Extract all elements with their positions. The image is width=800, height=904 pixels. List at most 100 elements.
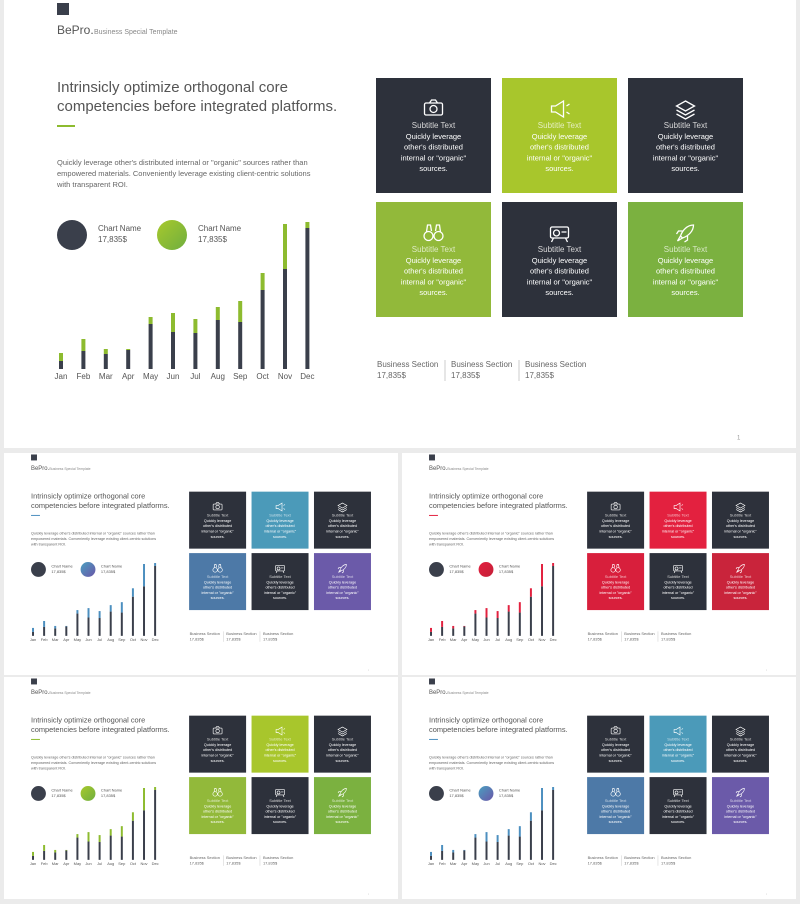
tile-bg xyxy=(502,78,617,193)
tile-subtitle: Subtitle Text xyxy=(269,512,291,517)
bar-segment xyxy=(463,850,466,860)
icon-part xyxy=(339,564,347,572)
x-tick-label: Nov xyxy=(538,861,545,866)
legend-value: 17,835$ xyxy=(499,793,514,798)
tile-text: sources. xyxy=(211,596,225,600)
tile-text: sources. xyxy=(211,820,225,824)
tile-bg xyxy=(189,777,247,835)
bar-segment xyxy=(98,618,101,636)
bar-segment xyxy=(76,610,79,614)
tile-text: Quickly leverage xyxy=(204,580,231,584)
tile-text: internal or "organic" xyxy=(264,591,297,595)
bar-segment xyxy=(485,608,488,618)
tile-subtitle: Subtitle Text xyxy=(667,574,689,579)
icon-part xyxy=(337,502,348,509)
tile-text: Quickly leverage xyxy=(602,580,629,584)
icon-part xyxy=(275,726,283,736)
slide-thumbnail: BePro. Business Special Template Intrinsic… xyxy=(4,677,398,899)
icon-part xyxy=(275,789,285,796)
body-text: with transparent ROI. xyxy=(31,767,66,771)
section-label: Business Section xyxy=(190,855,220,860)
icon-part xyxy=(679,224,695,239)
icon-part xyxy=(610,503,621,511)
logo-square xyxy=(429,678,435,685)
icon-part xyxy=(610,567,616,573)
icon-part xyxy=(215,728,220,734)
icon-part xyxy=(423,102,444,116)
slide-title: competencies before integrated platforms… xyxy=(57,98,337,115)
tile-text: sources. xyxy=(335,596,349,600)
tile-bg xyxy=(251,777,309,835)
icon-part xyxy=(611,564,620,569)
bar-segment xyxy=(552,787,555,790)
tile-text: internal or "organic" xyxy=(201,529,234,533)
legend-value: 17,835$ xyxy=(101,569,116,574)
icon-part xyxy=(213,788,222,793)
bar-segment xyxy=(131,588,134,597)
x-tick-label: Oct xyxy=(528,637,535,642)
legend-label: Chart Name xyxy=(449,788,471,793)
tile-subtitle: Subtitle Text xyxy=(730,574,752,579)
tile-subtitle: Subtitle Text xyxy=(332,512,354,517)
bar-segment xyxy=(518,602,521,613)
bar-segment xyxy=(463,626,466,636)
tile-bg xyxy=(189,491,247,549)
tile-bg xyxy=(587,777,645,835)
bar-segment xyxy=(154,789,157,860)
icon-part xyxy=(212,727,223,735)
bar-segment xyxy=(452,849,455,853)
tile-text: internal or "organic" xyxy=(264,529,297,533)
tile-text: other's distributed xyxy=(726,524,755,528)
tile-text: sources. xyxy=(609,759,623,763)
section-label: Business Section xyxy=(661,855,691,860)
tile-subtitle: Subtitle Text xyxy=(605,512,627,517)
section-value: 17,835$ xyxy=(525,371,554,380)
tile-text: internal or "organic" xyxy=(264,815,297,819)
legend-label: Chart Name xyxy=(51,788,73,793)
tile-text: internal or "organic" xyxy=(653,277,719,286)
tile-text: Quickly leverage xyxy=(658,132,713,141)
icon-part xyxy=(735,507,746,513)
legend-swatch xyxy=(57,220,87,250)
body-text: Quickly leverage other's distributed int… xyxy=(31,756,155,760)
bar-segment xyxy=(496,842,499,860)
body-text: empowered materials. Conveniently levera… xyxy=(31,537,156,541)
icon-part xyxy=(217,791,223,797)
tile-subtitle: Subtitle Text xyxy=(667,736,689,741)
bar-segment xyxy=(43,626,46,636)
tile-text: internal or "organic" xyxy=(401,277,467,286)
bar-segment xyxy=(98,842,101,860)
bar-segment xyxy=(81,351,86,369)
bar-segment xyxy=(238,322,243,369)
bar-segment xyxy=(109,829,112,836)
bar-segment xyxy=(215,307,220,320)
legend-swatch xyxy=(31,786,46,801)
icon-part xyxy=(423,230,434,242)
bar-segment xyxy=(98,611,101,619)
tile-text: Quickly leverage xyxy=(406,132,461,141)
tile-text: other's distributed xyxy=(265,586,294,590)
tile-subtitle: Subtitle Text xyxy=(664,121,708,130)
body-text: with transparent ROI. xyxy=(429,543,464,547)
slide-thumbnail: BePro. Business Special Template Intrinsic… xyxy=(4,453,398,675)
tile-text: sources. xyxy=(733,759,747,763)
tile-bg xyxy=(587,553,645,611)
section-label: Business Section xyxy=(226,631,256,636)
tile-text: internal or "organic" xyxy=(599,753,632,757)
icon-part xyxy=(737,564,745,572)
tile-subtitle: Subtitle Text xyxy=(538,245,582,254)
tile-subtitle: Subtitle Text xyxy=(207,736,229,741)
section-label: Business Section xyxy=(451,360,512,369)
tile-text: other's distributed xyxy=(601,586,630,590)
bar-segment xyxy=(148,317,153,324)
tile-text: Quickly leverage xyxy=(329,804,356,808)
bar-segment xyxy=(518,826,521,837)
x-tick-label: Aug xyxy=(211,372,225,381)
icon-part xyxy=(615,567,621,573)
icon-part xyxy=(428,99,439,104)
bar-segment xyxy=(474,610,477,614)
